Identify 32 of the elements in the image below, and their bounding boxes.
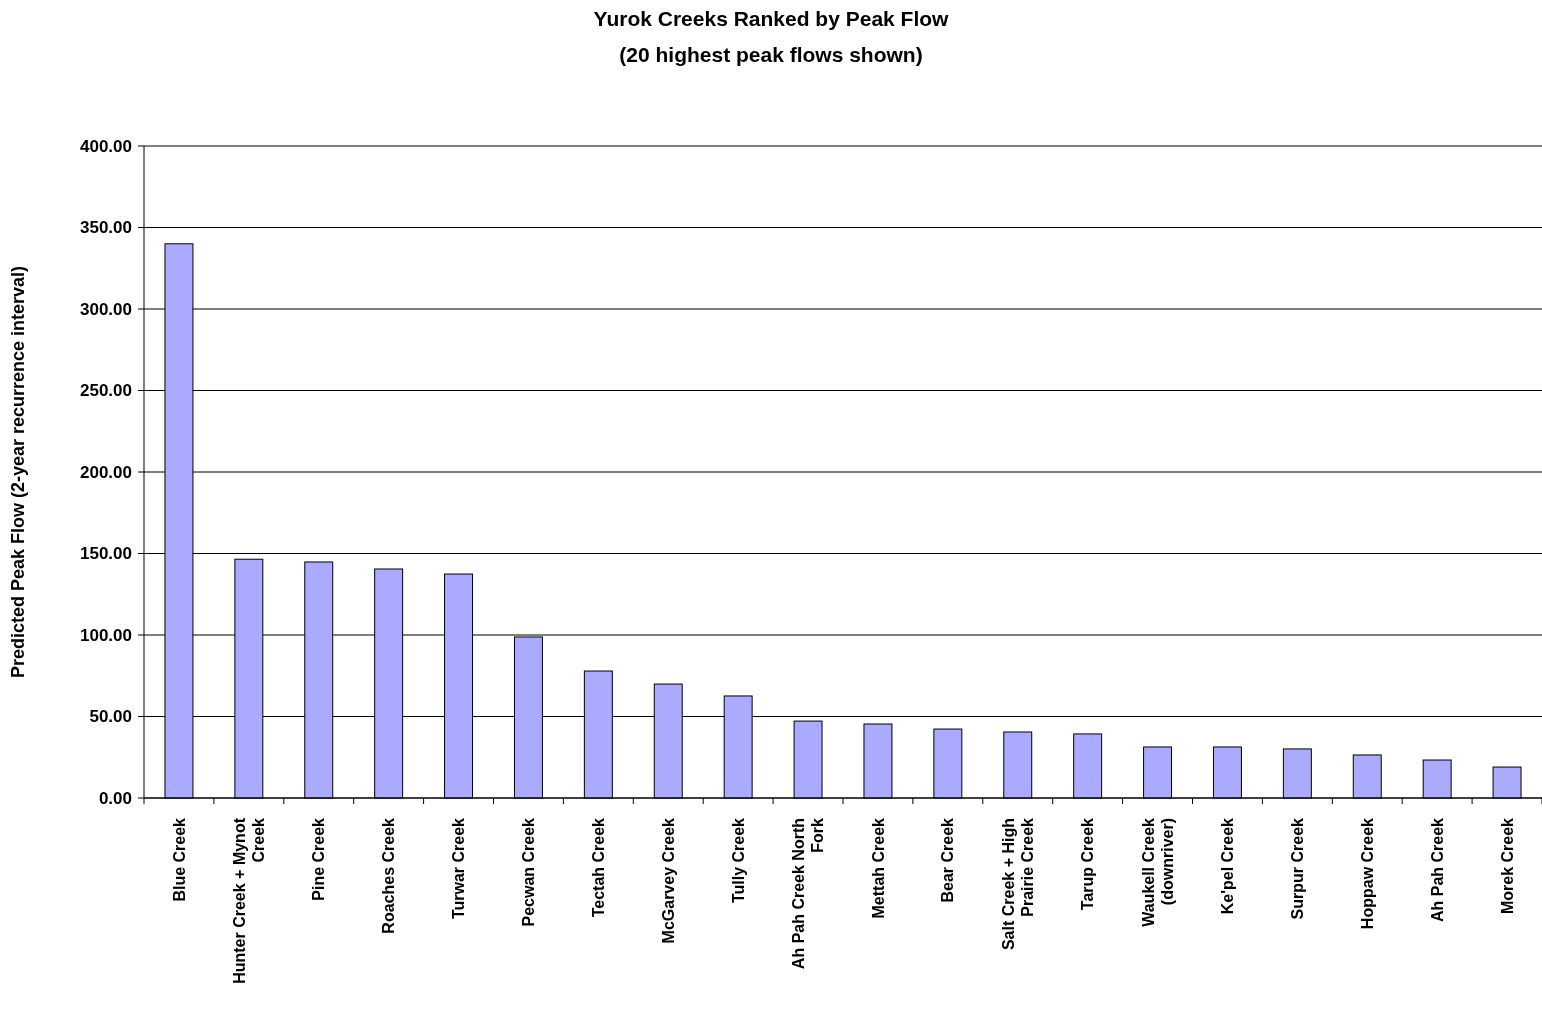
x-tick-label: Tectah Creek bbox=[589, 817, 607, 918]
y-tick-label: 100.00 bbox=[80, 625, 132, 645]
x-tick-label: Tarup Creek bbox=[1079, 817, 1097, 911]
x-tick-label: Morek Creek bbox=[1498, 817, 1516, 915]
x-tick-label: McGarvey Creek bbox=[659, 817, 677, 944]
y-tick-label: 300.00 bbox=[80, 299, 132, 319]
x-tick-label: Hoppaw Creek bbox=[1358, 817, 1376, 930]
x-tick-label: Ah Pah Creek North Fork bbox=[790, 817, 827, 970]
x-tick-label: Tully Creek bbox=[729, 817, 747, 904]
x-tick-label: Salt Creek + High Prairie Creek bbox=[999, 817, 1036, 951]
y-tick-label: 0.00 bbox=[98, 788, 132, 808]
x-tick-label: Mettah Creek bbox=[869, 817, 887, 919]
y-axis-title: Predicted Peak Flow (2-year recurrence interval) bbox=[8, 265, 28, 679]
y-tick-label: 350.00 bbox=[80, 218, 132, 238]
x-tick-label: Bear Creek bbox=[939, 817, 957, 903]
chart-subtitle: (20 highest peak flows shown) bbox=[619, 43, 923, 66]
y-tick-label: 150.00 bbox=[80, 544, 132, 564]
x-tick-label: Pine Creek bbox=[310, 817, 328, 901]
x-tick-label: Hunter Creek + Mynot Creek bbox=[230, 817, 267, 984]
x-tick-label: Ke'pel Creek bbox=[1219, 817, 1237, 915]
y-tick-label: 250.00 bbox=[80, 381, 132, 401]
y-tick-label: 200.00 bbox=[80, 462, 132, 482]
x-tick-label: Surpur Creek bbox=[1288, 817, 1306, 920]
y-tick-label: 400.00 bbox=[80, 136, 132, 156]
x-tick-label: Blue Creek bbox=[170, 817, 188, 902]
x-tick-label: Turwar Creek bbox=[450, 817, 468, 920]
x-tick-label: Pecwan Creek bbox=[520, 817, 538, 927]
x-tick-label: Roaches Creek bbox=[380, 817, 398, 934]
y-tick-label: 50.00 bbox=[89, 707, 132, 727]
chart-title: Yurok Creeks Ranked by Peak Flow bbox=[593, 7, 950, 30]
x-tick-label: Waukell Creek (downriver) bbox=[1139, 817, 1176, 927]
x-tick-label: Ah Pah Creek bbox=[1428, 817, 1446, 923]
